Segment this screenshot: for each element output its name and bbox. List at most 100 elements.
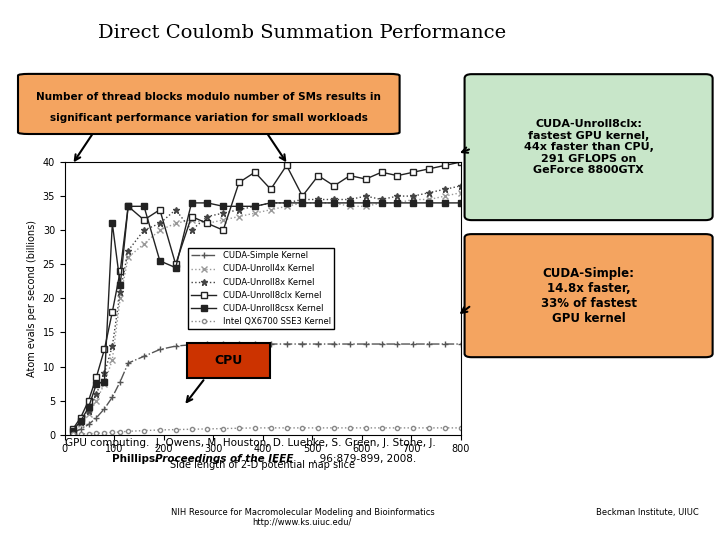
CUDA-Unroll8csx Kernel bbox=[282, 200, 291, 206]
CUDA-Unroll8x Kernel bbox=[456, 183, 465, 189]
CUDA-Unroll8clx Kernel bbox=[251, 169, 259, 176]
CUDA-Unroll8x Kernel bbox=[156, 220, 164, 227]
Intel QX6700 SSE3 Kernel bbox=[409, 424, 418, 431]
Intel QX6700 SSE3 Kernel bbox=[187, 426, 196, 433]
CUDA-Simple Kernel bbox=[330, 341, 338, 347]
CUDA-Unroll4x Kernel bbox=[156, 227, 164, 233]
CUDA-Unroll8x Kernel bbox=[251, 203, 259, 210]
CUDA-Simple Kernel bbox=[377, 341, 386, 347]
CUDA-Unroll4x Kernel bbox=[409, 196, 418, 202]
CUDA-Unroll8clx Kernel bbox=[203, 220, 212, 227]
CUDA-Unroll4x Kernel bbox=[92, 397, 101, 404]
CUDA-Unroll4x Kernel bbox=[219, 217, 228, 223]
CUDA-Unroll8csx Kernel bbox=[251, 203, 259, 210]
CUDA-Unroll8csx Kernel bbox=[84, 404, 93, 410]
Line: CUDA-Unroll8csx Kernel: CUDA-Unroll8csx Kernel bbox=[70, 200, 464, 434]
CUDA-Unroll8csx Kernel bbox=[108, 220, 117, 227]
CUDA-Simple Kernel bbox=[92, 414, 101, 421]
Text: Number of thread blocks modulo number of SMs results in: Number of thread blocks modulo number of… bbox=[37, 92, 381, 102]
CUDA-Simple Kernel bbox=[68, 429, 77, 436]
CUDA-Simple Kernel bbox=[266, 341, 275, 347]
CUDA-Unroll8x Kernel bbox=[409, 193, 418, 199]
CUDA-Unroll8clx Kernel bbox=[377, 169, 386, 176]
CUDA-Simple Kernel bbox=[108, 394, 117, 401]
Intel QX6700 SSE3 Kernel bbox=[441, 424, 449, 431]
CUDA-Simple Kernel bbox=[456, 341, 465, 347]
CUDA-Unroll8clx Kernel bbox=[441, 162, 449, 168]
FancyBboxPatch shape bbox=[464, 234, 713, 357]
CUDA-Unroll8csx Kernel bbox=[124, 203, 132, 210]
CUDA-Unroll8csx Kernel bbox=[171, 265, 180, 271]
Intel QX6700 SSE3 Kernel bbox=[124, 428, 132, 435]
CUDA-Unroll8clx Kernel bbox=[235, 179, 243, 186]
CUDA-Unroll8x Kernel bbox=[140, 227, 148, 233]
CUDA-Simple Kernel bbox=[76, 426, 85, 433]
CUDA-Unroll8csx Kernel bbox=[140, 203, 148, 210]
CUDA-Unroll4x Kernel bbox=[330, 200, 338, 206]
CUDA-Unroll8x Kernel bbox=[314, 196, 323, 202]
CUDA-Simple Kernel bbox=[219, 341, 228, 347]
Text: Direct Coulomb Summation Performance: Direct Coulomb Summation Performance bbox=[99, 24, 506, 42]
Intel QX6700 SSE3 Kernel bbox=[425, 424, 433, 431]
Intel QX6700 SSE3 Kernel bbox=[100, 429, 109, 436]
Intel QX6700 SSE3 Kernel bbox=[266, 424, 275, 431]
Intel QX6700 SSE3 Kernel bbox=[116, 429, 125, 435]
CUDA-Unroll8x Kernel bbox=[76, 419, 85, 426]
FancyBboxPatch shape bbox=[464, 74, 713, 220]
CUDA-Unroll4x Kernel bbox=[361, 203, 370, 210]
Text: , 96:879-899, 2008.: , 96:879-899, 2008. bbox=[313, 454, 416, 464]
CUDA-Unroll4x Kernel bbox=[84, 411, 93, 417]
CUDA-Unroll8clx Kernel bbox=[219, 227, 228, 233]
CUDA-Unroll8csx Kernel bbox=[116, 281, 125, 288]
CUDA-Unroll8clx Kernel bbox=[171, 261, 180, 267]
CUDA-Unroll8clx Kernel bbox=[393, 172, 402, 179]
Intel QX6700 SSE3 Kernel bbox=[298, 424, 307, 431]
CUDA-Unroll8clx Kernel bbox=[124, 203, 132, 210]
CUDA-Unroll8x Kernel bbox=[100, 370, 109, 376]
CUDA-Unroll8csx Kernel bbox=[409, 200, 418, 206]
CUDA-Unroll4x Kernel bbox=[140, 241, 148, 247]
CUDA-Simple Kernel bbox=[171, 343, 180, 349]
CUDA-Simple Kernel bbox=[298, 341, 307, 347]
CUDA-Unroll8clx Kernel bbox=[187, 213, 196, 220]
CUDA-Unroll4x Kernel bbox=[124, 254, 132, 261]
Intel QX6700 SSE3 Kernel bbox=[314, 424, 323, 431]
CUDA-Unroll4x Kernel bbox=[377, 200, 386, 206]
CUDA-Unroll8csx Kernel bbox=[156, 258, 164, 264]
Intel QX6700 SSE3 Kernel bbox=[68, 431, 77, 437]
Intel QX6700 SSE3 Kernel bbox=[282, 424, 291, 431]
CUDA-Simple Kernel bbox=[156, 346, 164, 353]
CUDA-Simple Kernel bbox=[203, 341, 212, 347]
CUDA-Unroll8clx Kernel bbox=[425, 166, 433, 172]
CUDA-Unroll8csx Kernel bbox=[346, 200, 354, 206]
CUDA-Unroll8clx Kernel bbox=[76, 414, 85, 421]
CUDA-Unroll8x Kernel bbox=[377, 196, 386, 202]
CUDA-Unroll8clx Kernel bbox=[100, 346, 109, 353]
CUDA-Unroll8x Kernel bbox=[171, 206, 180, 213]
CUDA-Unroll8csx Kernel bbox=[314, 200, 323, 206]
CUDA-Simple Kernel bbox=[251, 341, 259, 347]
CUDA-Unroll8clx Kernel bbox=[361, 176, 370, 183]
CUDA-Unroll8x Kernel bbox=[441, 186, 449, 192]
CUDA-Unroll8x Kernel bbox=[203, 213, 212, 220]
Line: Intel QX6700 SSE3 Kernel: Intel QX6700 SSE3 Kernel bbox=[71, 426, 463, 436]
CUDA-Unroll8x Kernel bbox=[108, 343, 117, 349]
Intel QX6700 SSE3 Kernel bbox=[235, 425, 243, 431]
CUDA-Unroll4x Kernel bbox=[68, 428, 77, 435]
Intel QX6700 SSE3 Kernel bbox=[219, 426, 228, 432]
CUDA-Unroll8clx Kernel bbox=[156, 206, 164, 213]
CUDA-Unroll8x Kernel bbox=[282, 200, 291, 206]
Text: NIH Resource for Macromolecular Modeling and Bioinformatics
http://www.ks.uiuc.e: NIH Resource for Macromolecular Modeling… bbox=[171, 508, 434, 527]
CUDA-Unroll8x Kernel bbox=[68, 427, 77, 434]
Line: CUDA-Unroll8clx Kernel: CUDA-Unroll8clx Kernel bbox=[70, 159, 464, 432]
CUDA-Unroll4x Kernel bbox=[100, 380, 109, 387]
CUDA-Unroll8clx Kernel bbox=[346, 172, 354, 179]
CUDA-Unroll4x Kernel bbox=[76, 421, 85, 428]
CUDA-Unroll8csx Kernel bbox=[377, 200, 386, 206]
CUDA-Simple Kernel bbox=[235, 341, 243, 347]
CUDA-Simple Kernel bbox=[187, 341, 196, 348]
Intel QX6700 SSE3 Kernel bbox=[251, 424, 259, 431]
CUDA-Unroll8x Kernel bbox=[346, 196, 354, 202]
CUDA-Unroll8clx Kernel bbox=[140, 217, 148, 223]
Line: CUDA-Simple Kernel: CUDA-Simple Kernel bbox=[69, 341, 464, 436]
